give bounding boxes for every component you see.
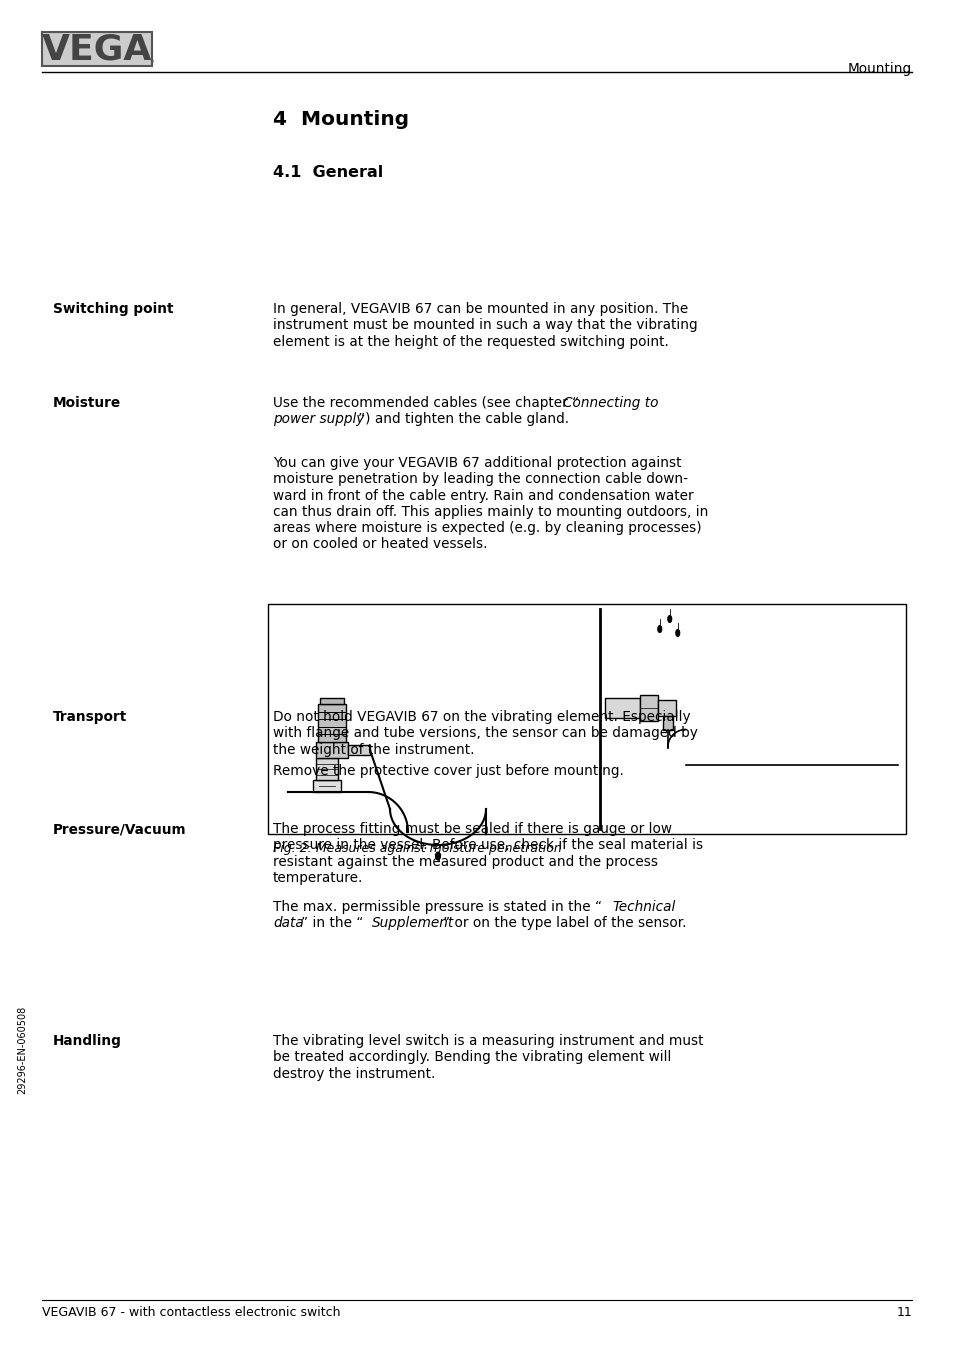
Ellipse shape [675,630,679,637]
Bar [313,780,340,792]
Text: VEGAVIB 67 - with contactless electronic switch: VEGAVIB 67 - with contactless electronic… [42,1306,340,1320]
Text: Remove the protective cover just before mounting.: Remove the protective cover just before … [273,764,623,777]
Text: resistant against the measured product and the process: resistant against the measured product a… [273,854,658,868]
Text: Use the recommended cables (see chapter “: Use the recommended cables (see chapter … [273,396,578,410]
Bar [662,715,672,730]
Ellipse shape [667,615,671,622]
Text: temperature.: temperature. [273,871,363,886]
Text: Do not hold VEGAVIB 67 on the vibrating element. Especially: Do not hold VEGAVIB 67 on the vibrating … [273,710,690,725]
Text: VEGA: VEGA [42,32,152,66]
Bar [657,699,675,715]
Text: ” in the “: ” in the “ [301,917,363,930]
Text: Transport: Transport [53,710,127,725]
Bar [639,695,657,721]
Ellipse shape [435,852,440,860]
Bar [315,758,337,780]
Text: be treated accordingly. Bending the vibrating element will: be treated accordingly. Bending the vibr… [273,1051,671,1064]
Text: 4.1  General: 4.1 General [273,165,383,180]
Text: moisture penetration by leading the connection cable down-: moisture penetration by leading the conn… [273,472,687,487]
Text: the weight of the instrument.: the weight of the instrument. [273,742,474,757]
Text: areas where moisture is expected (e.g. by cleaning processes): areas where moisture is expected (e.g. b… [273,522,700,535]
Text: instrument must be mounted in such a way that the vibrating: instrument must be mounted in such a way… [273,318,697,333]
Text: Mounting: Mounting [847,62,911,76]
Text: power supply: power supply [273,412,364,426]
Text: 4  Mounting: 4 Mounting [273,110,409,128]
Text: 11: 11 [895,1306,911,1320]
Bar [317,704,346,742]
Text: VEGA: VEGA [42,32,148,66]
Text: VEGA: VEGA [45,35,155,69]
Text: 29296-EN-060508: 29296-EN-060508 [17,1006,27,1094]
Bar [315,742,348,758]
Bar [348,745,370,754]
Bar [604,698,639,718]
Text: ward in front of the cable entry. Rain and condensation water: ward in front of the cable entry. Rain a… [273,488,693,503]
Bar [268,604,905,834]
Text: Fig. 2: Measures against moisture penetration: Fig. 2: Measures against moisture penetr… [273,842,561,854]
Ellipse shape [657,626,661,633]
Text: Connecting to: Connecting to [562,396,658,410]
Text: Supplement: Supplement [372,917,454,930]
Text: ”) and tighten the cable gland.: ”) and tighten the cable gland. [357,412,568,426]
Text: Pressure/Vacuum: Pressure/Vacuum [53,822,187,836]
Text: pressure in the vessel. Before use, check if the seal material is: pressure in the vessel. Before use, chec… [273,838,702,852]
Text: The vibrating level switch is a measuring instrument and must: The vibrating level switch is a measurin… [273,1034,702,1048]
Text: Switching point: Switching point [53,301,173,316]
Text: You can give your VEGAVIB 67 additional protection against: You can give your VEGAVIB 67 additional … [273,456,680,470]
Text: or on cooled or heated vessels.: or on cooled or heated vessels. [273,538,487,552]
Text: ” or on the type label of the sensor.: ” or on the type label of the sensor. [442,917,685,930]
Text: VEGA: VEGA [42,32,152,66]
Text: Handling: Handling [53,1034,122,1048]
Text: Moisture: Moisture [53,396,121,410]
Text: The process fitting must be sealed if there is gauge or low: The process fitting must be sealed if th… [273,822,671,836]
Text: data: data [273,917,303,930]
Text: In general, VEGAVIB 67 can be mounted in any position. The: In general, VEGAVIB 67 can be mounted in… [273,301,687,316]
Text: destroy the instrument.: destroy the instrument. [273,1067,435,1080]
Bar [319,698,344,704]
Text: can thus drain off. This applies mainly to mounting outdoors, in: can thus drain off. This applies mainly … [273,504,708,519]
Text: with flange and tube versions, the sensor can be damaged by: with flange and tube versions, the senso… [273,726,698,741]
Text: Technical: Technical [612,900,676,914]
Text: The max. permissible pressure is stated in the “: The max. permissible pressure is stated … [273,900,601,914]
Text: element is at the height of the requested switching point.: element is at the height of the requeste… [273,334,668,349]
